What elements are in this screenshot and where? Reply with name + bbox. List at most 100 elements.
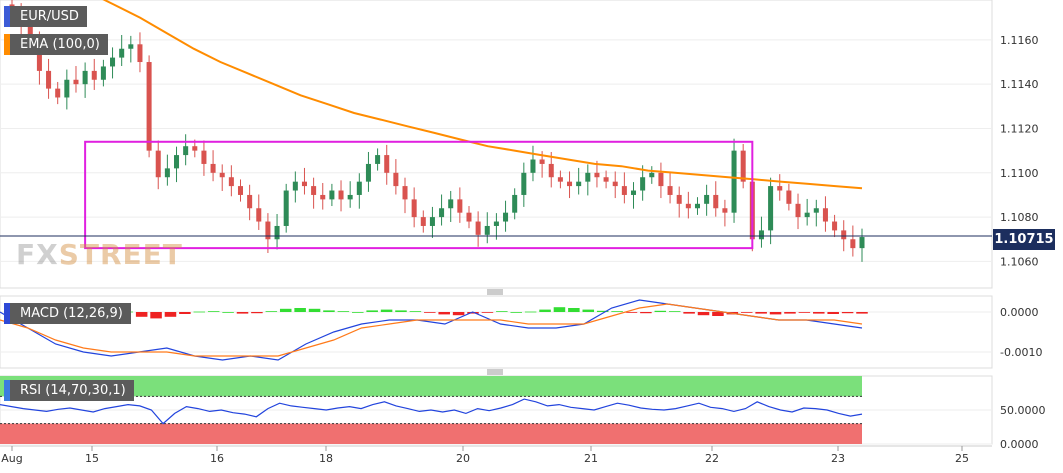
candle-body (192, 146, 198, 151)
macd-hist-bar (352, 312, 364, 313)
macd-hist-bar (294, 308, 306, 312)
rsi-label[interactable]: RSI (14,70,30,1) (4, 380, 134, 401)
candle-body (640, 177, 646, 191)
rsi-tick-label: 0.0000 (1000, 438, 1039, 451)
candle-body (512, 194, 518, 213)
candle-body (466, 212, 472, 222)
candle-body (795, 203, 801, 218)
candle-body (777, 186, 783, 191)
macd-hist-bar (395, 310, 407, 312)
candle-body (64, 79, 70, 98)
macd-hist-bar (150, 312, 162, 319)
candle-body (685, 203, 691, 209)
macd-hist-bar (813, 312, 825, 314)
candle-body (46, 70, 52, 89)
macd-hist-bar (424, 312, 436, 313)
candle-body (256, 208, 262, 222)
candle-body (119, 48, 125, 58)
macd-hist-bar (697, 312, 710, 316)
macd-hist-bar (827, 312, 839, 314)
macd-hist-bar (769, 312, 782, 315)
candle-body (603, 177, 609, 182)
candle-body (585, 172, 591, 182)
ema-label[interactable]: EMA (100,0) (4, 34, 108, 55)
candle-body (210, 163, 216, 173)
fxstreet-watermark: FXSTREET (16, 238, 183, 271)
macd-label[interactable]: MACD (12,26,9) (4, 303, 131, 324)
candle-body (832, 221, 838, 231)
price-tick-label: 1.1120 (1000, 122, 1039, 135)
price-tick-label: 1.1140 (1000, 78, 1039, 91)
macd-hist-bar (236, 312, 249, 314)
x-tick-label: 20 (456, 452, 470, 465)
macd-hist-bar (337, 311, 350, 312)
candle-body (676, 194, 682, 204)
candle-body (55, 88, 61, 98)
macd-hist-bar (308, 308, 321, 312)
candle-body (420, 217, 426, 226)
macd-tick-label: 0.0000 (1000, 306, 1039, 319)
macd-hist-bar (755, 312, 767, 314)
candle-body (841, 230, 847, 240)
macd-hist-bar (135, 312, 148, 317)
ema-line (102, 0, 863, 190)
macd-hist-bar (452, 312, 465, 316)
candle-body (128, 44, 134, 49)
watermark-fx: FX (16, 238, 59, 271)
candle-body (311, 186, 317, 195)
candle-body (649, 172, 655, 178)
candle-body (694, 203, 700, 209)
macd-hist-bar (683, 312, 695, 314)
candle-body (411, 199, 417, 218)
candle-body (301, 181, 307, 187)
candle-body (813, 208, 819, 213)
macd-label-text: MACD (12,26,9) (20, 306, 123, 321)
macd-hist-bar (568, 308, 580, 312)
macd-hist-bar (668, 311, 681, 312)
candle-body (27, 22, 33, 40)
candle-body (110, 57, 116, 67)
price-tick-label: 1.1100 (1000, 167, 1039, 180)
macd-hist-bar (596, 310, 609, 312)
price-tick-label: 1.1160 (1000, 34, 1039, 47)
candle-body (274, 225, 280, 240)
macd-hist-bar (467, 312, 479, 314)
macd-hist-bar (323, 310, 335, 312)
candle-body (146, 62, 152, 151)
macd-hist-bar (222, 312, 234, 313)
candle-body (557, 177, 563, 182)
candle-body (786, 190, 792, 204)
x-tick-label: 25 (955, 452, 969, 465)
candle-body (658, 172, 664, 187)
candle-body (292, 181, 298, 191)
macd-tick-label: -0.0010 (1000, 346, 1042, 359)
candle-body (594, 172, 600, 178)
macd-hist-bar (524, 311, 537, 313)
macd-hist-bar (798, 312, 811, 313)
candle-body (530, 159, 536, 173)
candle-body (82, 70, 88, 85)
candle-body (183, 146, 189, 156)
macd-hist-bar (265, 311, 278, 312)
candle-body (338, 190, 344, 200)
macd-hist-bar (712, 312, 724, 316)
range-box (84, 140, 754, 250)
candle-body (822, 208, 828, 222)
candle-body (174, 155, 180, 169)
candle-body (375, 155, 381, 164)
candle-body (320, 194, 326, 200)
macd-hist-bar (841, 312, 854, 314)
candle-body (219, 172, 225, 178)
macd-hist-bar (740, 312, 753, 313)
candle-body (768, 186, 774, 231)
symbol-label[interactable]: EUR/USD (4, 6, 87, 27)
x-tick-label: 15 (85, 452, 99, 465)
macd-hist-bar (496, 311, 508, 312)
macd-hist-bar (481, 312, 494, 313)
candle-body (73, 79, 79, 85)
candle-body (439, 208, 445, 218)
x-tick-label: 23 (831, 452, 845, 465)
rsi-label-text: RSI (14,70,30,1) (20, 383, 126, 398)
macd-hist-bar (611, 311, 623, 312)
